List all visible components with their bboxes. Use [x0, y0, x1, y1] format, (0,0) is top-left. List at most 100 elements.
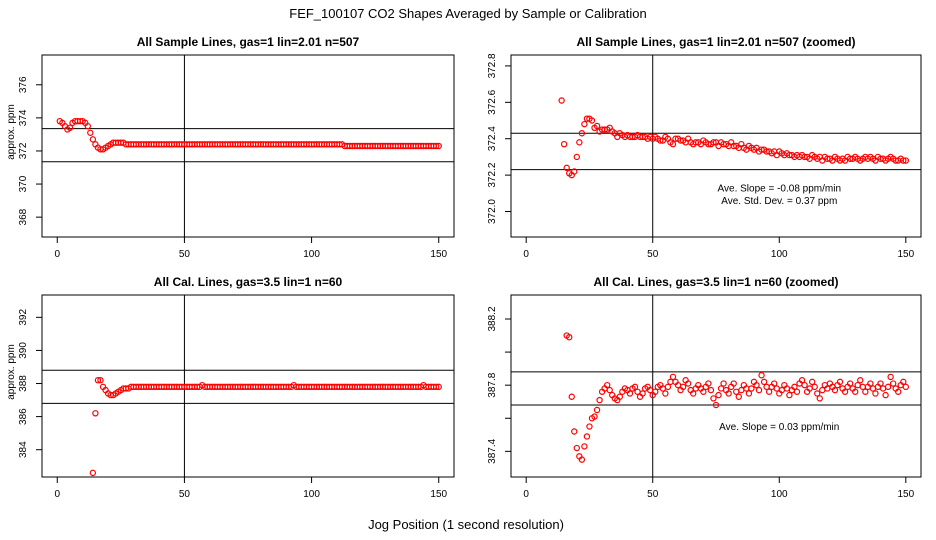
data-point	[631, 383, 639, 391]
x-tick-label: 0	[54, 489, 60, 500]
y-tick-label: 384	[18, 441, 29, 458]
data-point	[435, 142, 442, 150]
data-point	[895, 388, 902, 395]
data-point	[715, 391, 722, 399]
data-point	[816, 395, 823, 402]
data-point	[867, 380, 874, 387]
data-point	[97, 377, 104, 384]
data-point	[573, 444, 581, 452]
data-point	[760, 378, 768, 386]
plot-frame	[41, 294, 455, 478]
data-point	[89, 469, 97, 477]
data-point	[753, 381, 760, 389]
data-point	[854, 381, 861, 389]
data-point	[710, 395, 717, 402]
data-point	[639, 390, 646, 397]
panel-title: All Sample Lines, gas=1 lin=2.01 n=507	[137, 35, 360, 49]
data-point	[578, 456, 586, 463]
panel-title: All Sample Lines, gas=1 lin=2.01 n=507 (…	[576, 35, 855, 49]
data-point	[869, 385, 877, 392]
data-point	[879, 385, 887, 392]
data-point	[66, 124, 74, 132]
data-point	[730, 380, 737, 387]
data-point	[634, 388, 641, 395]
y-tick-label: 388	[18, 375, 29, 392]
data-point	[765, 388, 773, 395]
data-point	[94, 377, 102, 384]
data-point	[808, 378, 816, 386]
x-tick-label: 150	[430, 249, 447, 260]
data-point	[89, 136, 97, 143]
data-point	[725, 390, 732, 397]
x-tick-label: 150	[897, 249, 914, 260]
data-point	[588, 117, 596, 124]
data-point	[652, 388, 659, 395]
data-point	[793, 388, 801, 395]
y-tick-label: 368	[18, 208, 29, 225]
data-point	[836, 378, 844, 386]
data-point	[758, 372, 765, 379]
x-tick-label: 50	[647, 249, 659, 260]
data-point	[819, 386, 826, 394]
data-point	[606, 386, 613, 394]
data-point	[705, 380, 712, 387]
data-point	[571, 168, 578, 175]
panel-title: All Cal. Lines, gas=3.5 lin=1 n=60	[154, 275, 343, 289]
y-tick-label: 386	[18, 408, 29, 425]
data-point	[902, 383, 910, 391]
data-point	[877, 380, 884, 387]
y-tick-label: 372.0	[487, 199, 498, 224]
x-tick-label: 50	[647, 489, 659, 500]
data-point	[791, 383, 798, 391]
y-tick-label: 388.2	[487, 306, 498, 331]
annotation: Ave. Std. Dev. = 0.37 ppm	[721, 196, 837, 207]
data-point	[563, 164, 570, 172]
figure-title: FEF_100107 CO2 Shapes Averaged by Sample…	[289, 6, 646, 21]
data-point	[717, 385, 725, 392]
data-point	[773, 385, 780, 392]
data-point	[568, 393, 575, 400]
plot-frame	[510, 294, 922, 478]
x-tick-label: 150	[897, 489, 914, 500]
plot-frame	[41, 54, 455, 238]
panel-cal-lines-zoomed: All Cal. Lines, gas=3.5 lin=1 n=60 (zoom…	[487, 275, 922, 500]
data-point	[576, 139, 583, 146]
data-point	[902, 157, 910, 164]
data-point	[841, 388, 849, 395]
data-point	[662, 390, 669, 397]
data-point	[669, 140, 677, 148]
data-point	[882, 391, 889, 399]
data-point	[560, 140, 568, 148]
y-tick-label: 392	[18, 309, 29, 326]
data-point	[583, 433, 591, 440]
data-point	[616, 393, 624, 400]
y-axis-label: approx. ppm	[6, 344, 17, 400]
data-point	[786, 391, 793, 399]
data-point	[851, 388, 859, 395]
data-point	[859, 383, 866, 391]
data-point	[435, 383, 442, 391]
data-point	[603, 381, 611, 389]
x-tick-label: 100	[303, 249, 320, 260]
panel-cal-lines: All Cal. Lines, gas=3.5 lin=1 n=60 0 50 100…	[6, 275, 455, 500]
data-point	[573, 153, 581, 161]
data-point	[710, 139, 717, 146]
data-point	[831, 386, 839, 394]
data-point	[748, 385, 755, 392]
figure-xlabel: Jog Position (1 second resolution)	[368, 517, 564, 532]
data-point	[700, 388, 707, 395]
data-point	[755, 386, 763, 394]
y-tick-label: 372	[18, 142, 29, 159]
x-tick-label: 50	[179, 249, 191, 260]
data-point	[593, 122, 601, 130]
data-point	[593, 406, 601, 414]
data-point	[679, 383, 687, 391]
data-point	[801, 381, 808, 389]
x-tick-label: 150	[430, 489, 447, 500]
y-axis-label: approx. ppm	[6, 104, 17, 160]
data-point	[571, 428, 578, 435]
data-point	[664, 383, 672, 391]
data-point	[432, 383, 440, 391]
panel-sample-lines-zoomed: All Sample Lines, gas=1 lin=2.01 n=507 (…	[487, 35, 922, 260]
